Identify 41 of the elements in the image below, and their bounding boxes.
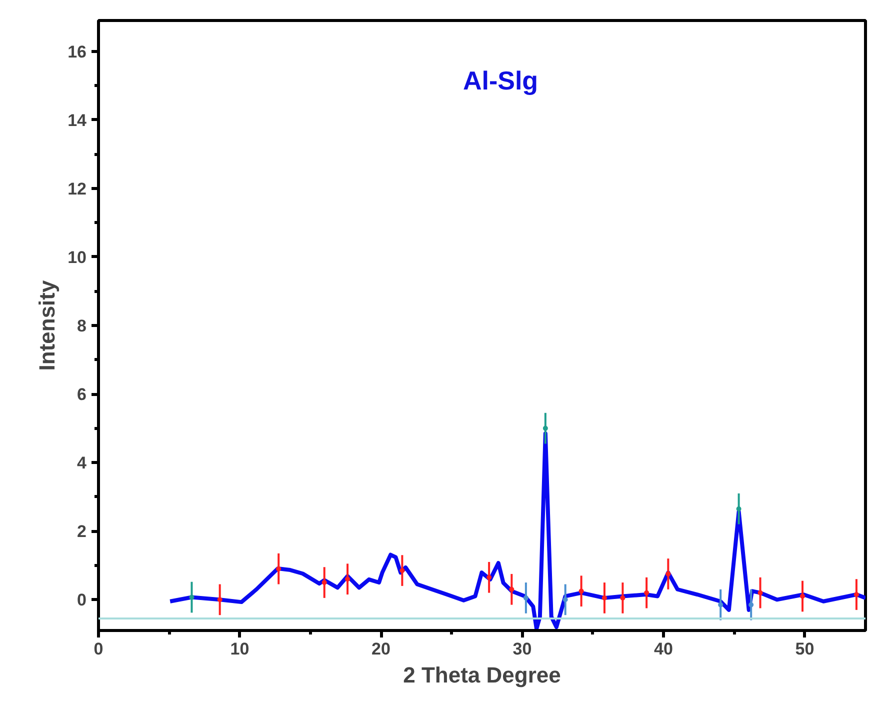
point [562, 597, 568, 602]
y-axis-title: Intensity [34, 280, 60, 371]
point [578, 588, 584, 594]
point [542, 426, 548, 431]
y-tick-label: 12 [68, 179, 87, 198]
point [486, 574, 492, 580]
y-tick-label: 0 [77, 590, 87, 610]
point [718, 602, 724, 608]
point [509, 586, 514, 592]
point [854, 592, 859, 598]
point [602, 595, 607, 600]
x-tick-label: 40 [654, 640, 673, 658]
text: Al-Slg [462, 66, 538, 96]
point [644, 590, 650, 596]
y-tick-label: 8 [77, 316, 87, 336]
x-tick-label: 50 [795, 640, 814, 658]
point [322, 580, 327, 586]
point [748, 602, 754, 608]
point [666, 571, 671, 576]
x-tick-label: 30 [512, 640, 532, 658]
point [736, 506, 742, 512]
point [758, 590, 763, 596]
point [345, 576, 350, 582]
x-tick-label: 10 [230, 640, 250, 658]
y-tick-label: 4 [77, 454, 88, 473]
point [800, 594, 805, 599]
y-tick-label: 10 [68, 248, 87, 267]
point [400, 568, 405, 574]
x-tick-label: 20 [372, 640, 390, 658]
point [276, 566, 282, 572]
y-tick-label: 16 [68, 42, 87, 62]
y-tick-label: 2 [77, 522, 87, 542]
point [217, 597, 222, 602]
y-tick-label: 14 [68, 110, 88, 130]
x-tick-label: 0 [94, 640, 104, 658]
point [620, 595, 626, 600]
point [523, 595, 528, 600]
line-series [168, 431, 866, 630]
y-tick-label: 6 [77, 385, 87, 404]
point [189, 594, 194, 600]
x-axis-title: 2 Theta Degree [403, 662, 561, 688]
